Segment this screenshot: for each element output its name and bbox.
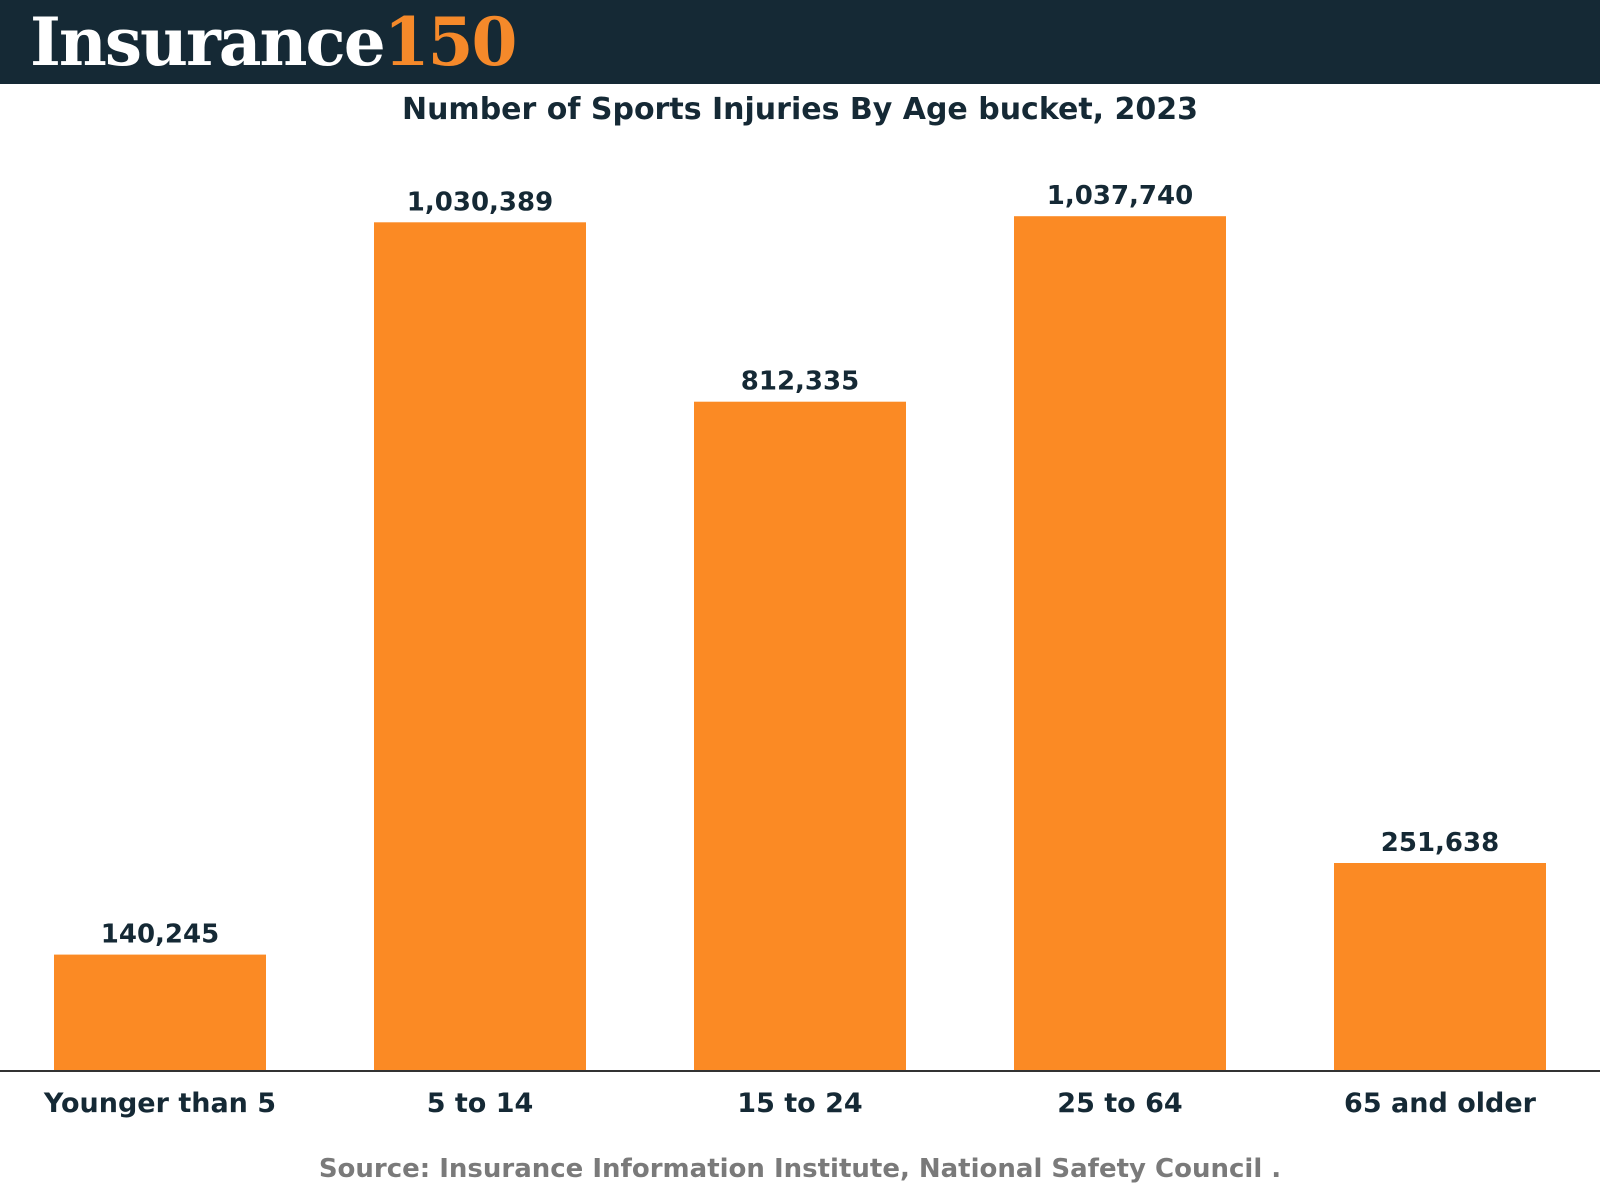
logo-number: 150	[383, 3, 518, 81]
bar-chart: 140,245 Younger than 5 1,030,389 5 to 14 812…	[0, 181, 1600, 1119]
bar-5	[1334, 863, 1546, 1070]
data-label-3: 812,335	[741, 367, 859, 397]
bar-2	[374, 222, 586, 1071]
source-note: Source: Insurance Information Institute,…	[318, 1154, 1282, 1184]
data-label-4: 1,037,740	[1047, 181, 1193, 211]
bar-1	[54, 954, 266, 1070]
x-tick-label-3: 15 to 24	[737, 1088, 862, 1119]
header-bar: Insurance150	[0, 0, 1600, 84]
chart-title: Number of Sports Injuries By Age bucket,…	[401, 92, 1199, 127]
x-tick-label-4: 25 to 64	[1057, 1088, 1182, 1119]
bar-4	[1014, 216, 1226, 1070]
data-label-1: 140,245	[101, 920, 219, 950]
x-tick-label-5: 65 and older	[1344, 1088, 1537, 1119]
data-label-2: 1,030,389	[407, 187, 553, 217]
data-label-5: 251,638	[1381, 828, 1499, 858]
x-tick-label-2: 5 to 14	[427, 1088, 534, 1119]
bar-3	[694, 401, 906, 1070]
brand-logo: Insurance150	[30, 2, 518, 82]
logo-word: Insurance	[30, 3, 386, 81]
x-tick-label-1: Younger than 5	[43, 1088, 276, 1119]
